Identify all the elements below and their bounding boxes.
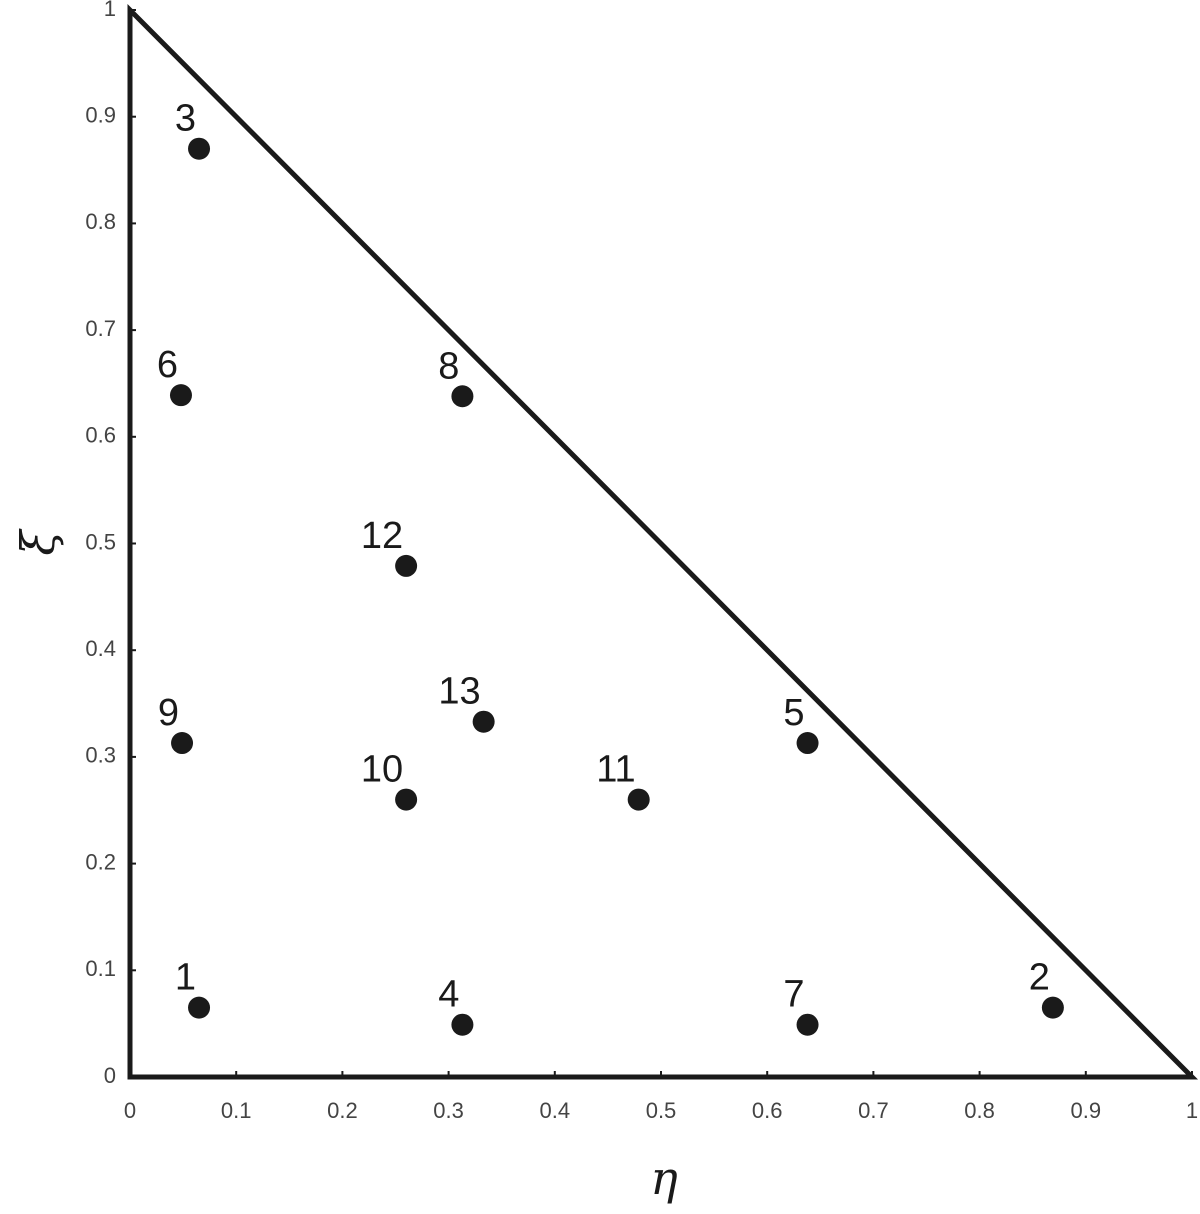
point-label: 4 [438, 974, 459, 1016]
x-tick-label: 0.2 [327, 1098, 358, 1123]
point [627, 788, 650, 811]
point-label: 13 [438, 671, 480, 713]
y-tick-label: 0.5 [85, 529, 116, 554]
point [169, 384, 192, 407]
point-label: 7 [783, 974, 804, 1016]
point [1041, 996, 1064, 1019]
point [796, 1013, 819, 1036]
x-tick-label: 0.9 [1071, 1098, 1102, 1123]
point-label: 12 [361, 515, 403, 557]
point [451, 1013, 474, 1036]
y-tick-label: 0.2 [85, 849, 116, 874]
x-tick-label: 0.7 [858, 1098, 889, 1123]
point-label: 11 [596, 749, 635, 791]
point [395, 554, 418, 577]
domain-boundary [127, 3, 1199, 1080]
point-label: 10 [361, 749, 403, 791]
y-tick-label: 0.6 [85, 423, 116, 448]
y-tick-label: 0 [104, 1063, 116, 1088]
point [395, 788, 418, 811]
y-tick-label: 0.9 [85, 103, 116, 128]
point-label: 2 [1029, 957, 1050, 999]
x-axis-label: η [650, 1151, 678, 1205]
y-tick-label: 0.3 [85, 743, 116, 768]
x-tick-label: 0.6 [752, 1098, 783, 1123]
point [188, 137, 211, 160]
y-tick-label: 0.4 [85, 636, 116, 661]
point-label: 1 [175, 957, 196, 999]
x-tick-label: 0 [124, 1098, 136, 1123]
point-label: 5 [783, 692, 804, 734]
point [472, 710, 495, 733]
point-label: 3 [175, 98, 196, 140]
point [796, 732, 819, 755]
x-tick-label: 0.1 [221, 1098, 252, 1123]
point [451, 385, 474, 408]
x-tick-label: 1 [1186, 1098, 1198, 1123]
point-label: 9 [158, 692, 179, 734]
point-label: 6 [157, 344, 178, 386]
y-tick-label: 0.7 [85, 316, 116, 341]
y-tick-label: 0.1 [85, 956, 116, 981]
x-tick-label: 0.3 [433, 1098, 464, 1123]
point-label: 8 [438, 345, 459, 387]
x-tick-label: 0.4 [540, 1098, 571, 1123]
y-tick-label: 1 [104, 0, 116, 21]
x-tick-label: 0.5 [646, 1098, 677, 1123]
x-tick-label: 0.8 [964, 1098, 995, 1123]
y-tick-label: 0.8 [85, 209, 116, 234]
point [171, 732, 194, 755]
point [188, 996, 211, 1019]
y-axis-label: ξ [11, 528, 65, 556]
